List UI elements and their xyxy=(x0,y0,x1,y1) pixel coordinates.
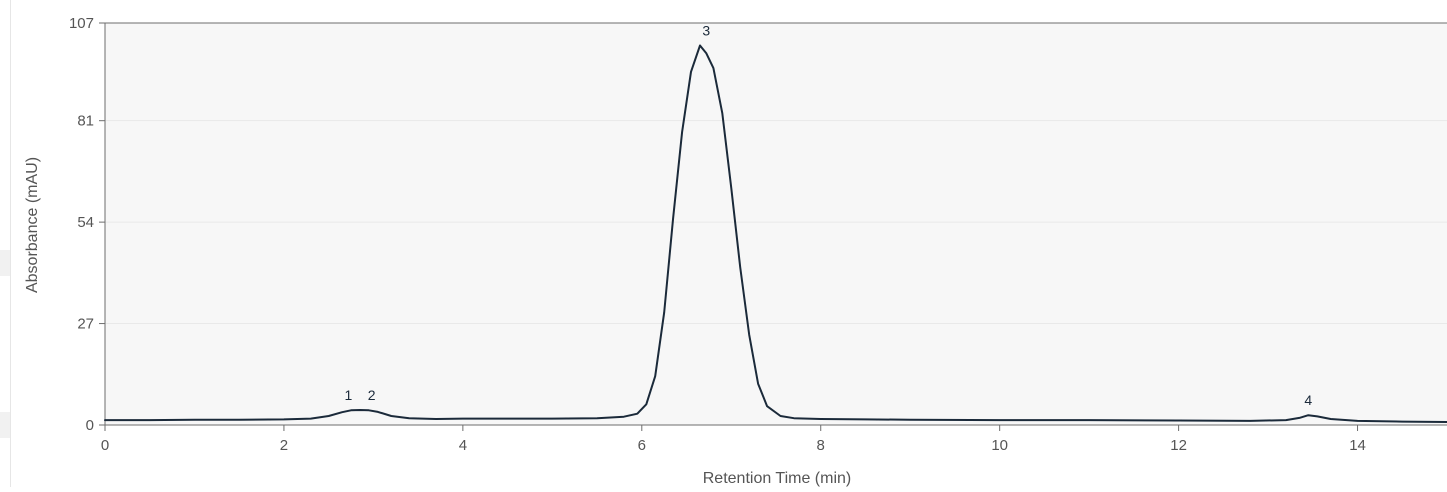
x-tick-label: 10 xyxy=(991,437,1008,454)
grid-group xyxy=(105,120,1447,325)
x-tick-label: 4 xyxy=(459,437,467,454)
y-tick-label: 0 xyxy=(86,417,94,434)
left-edge-ghost-block xyxy=(0,412,10,438)
y-tick-label: 107 xyxy=(69,15,94,32)
x-tick-label: 0 xyxy=(101,437,109,454)
series-group xyxy=(104,44,1447,423)
left-edge-strip xyxy=(0,0,11,487)
peak-label: 1 xyxy=(344,387,352,403)
x-axis-title: Retention Time (min) xyxy=(703,470,852,487)
peak-label: 4 xyxy=(1304,392,1312,408)
x-tick-label: 6 xyxy=(638,437,646,454)
x-tick-label: 14 xyxy=(1349,437,1366,454)
x-tick-label: 8 xyxy=(817,437,825,454)
plot-area-group xyxy=(105,23,1447,425)
peak-label: 2 xyxy=(368,387,376,403)
x-tick-label: 2 xyxy=(280,437,288,454)
y-axis-title: Absorbance (mAU) xyxy=(24,157,41,293)
left-edge-ghost-block xyxy=(0,250,10,276)
plot-background xyxy=(105,23,1447,425)
peak-label: 3 xyxy=(702,23,710,39)
y-tick-label: 81 xyxy=(77,113,94,130)
chromatogram-trace xyxy=(104,44,1447,423)
x-tick-label: 12 xyxy=(1170,437,1187,454)
y-tick-label: 27 xyxy=(77,316,94,333)
annotations-group: 1 2 3 4 xyxy=(344,23,1312,409)
left-edge-rule xyxy=(10,0,11,487)
y-tick-label: 54 xyxy=(77,214,94,231)
